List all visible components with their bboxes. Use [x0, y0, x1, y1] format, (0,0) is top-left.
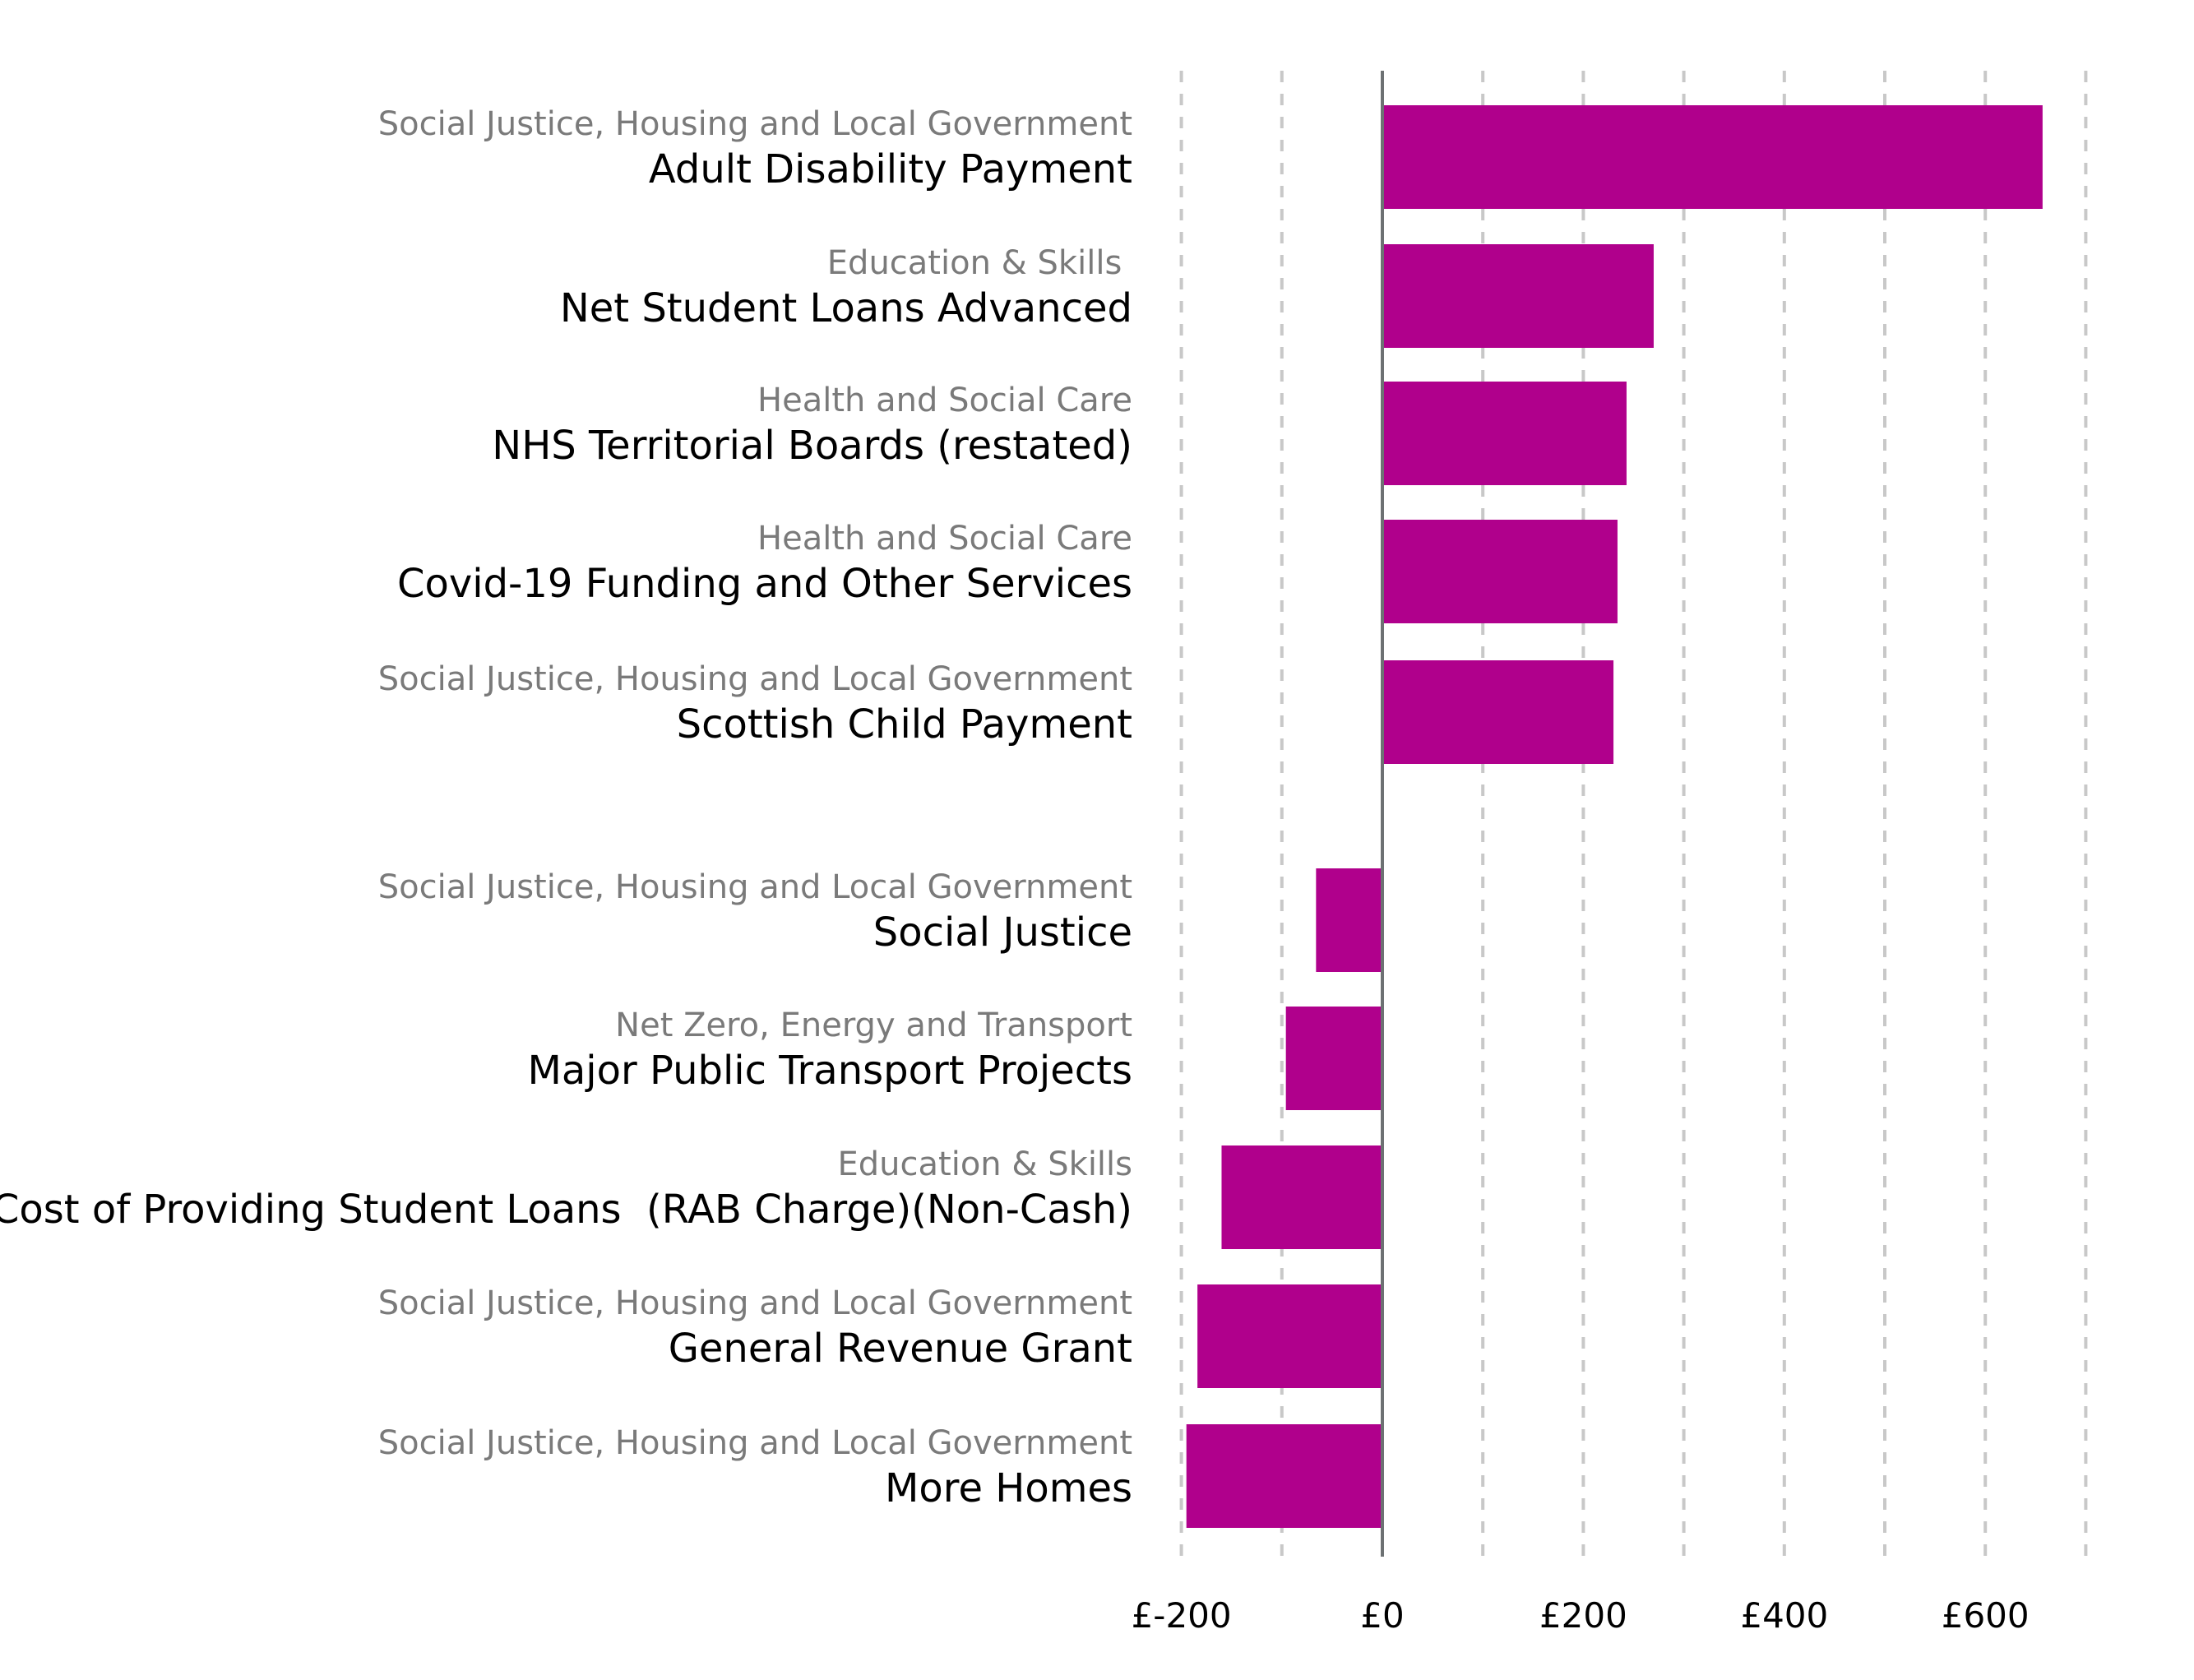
- x-tick-label: £400: [1740, 1595, 1829, 1636]
- category-group-label: Social Justice, Housing and Local Govern…: [377, 660, 1132, 698]
- bar: [1382, 660, 1614, 764]
- category-label: Major Public Transport Projects: [527, 1048, 1132, 1094]
- category-group-label: Social Justice, Housing and Local Govern…: [377, 868, 1132, 906]
- bar: [1316, 868, 1382, 972]
- bar: [1382, 105, 2043, 209]
- bar: [1197, 1284, 1382, 1388]
- category-group-label: Social Justice, Housing and Local Govern…: [377, 1424, 1132, 1462]
- category-label: Scottish Child Payment: [676, 701, 1132, 747]
- category-group-label: Health and Social Care: [757, 382, 1132, 419]
- x-tick-label: £0: [1360, 1595, 1405, 1636]
- category-label: Net Student Loans Advanced: [559, 285, 1132, 331]
- category-group-label: Social Justice, Housing and Local Govern…: [377, 105, 1132, 143]
- bar: [1382, 244, 1654, 348]
- category-label: General Revenue Grant: [668, 1326, 1132, 1372]
- bar: [1382, 382, 1627, 485]
- category-group-label: Social Justice, Housing and Local Govern…: [377, 1284, 1132, 1322]
- category-label: More Homes: [884, 1465, 1132, 1511]
- category-label: NHS Territorial Boards (restated): [492, 423, 1132, 469]
- category-label: Adult Disability Payment: [648, 146, 1132, 192]
- bar: [1221, 1145, 1382, 1249]
- category-label: Cost of Providing Student Loans (RAB Cha…: [0, 1187, 1132, 1233]
- category-group-label: Health and Social Care: [757, 520, 1132, 558]
- bar: [1285, 1007, 1382, 1110]
- category-label: Covid-19 Funding and Other Services: [396, 561, 1132, 607]
- x-tick-label: £600: [1941, 1595, 2030, 1636]
- x-tick-label: £200: [1539, 1595, 1627, 1636]
- category-label: Social Justice: [873, 909, 1132, 956]
- category-group-label: Net Zero, Energy and Transport: [615, 1007, 1132, 1044]
- bar: [1382, 520, 1618, 623]
- category-group-label: Education & Skills: [826, 244, 1132, 282]
- bar: [1186, 1424, 1382, 1528]
- category-group-label: Education & Skills: [837, 1145, 1133, 1183]
- x-tick-label: £-200: [1131, 1595, 1232, 1636]
